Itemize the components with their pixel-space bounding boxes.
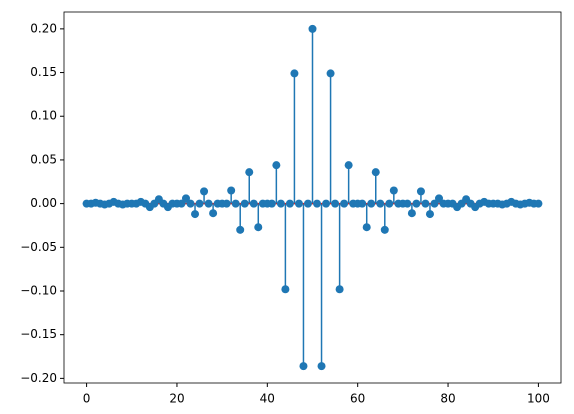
stem-marker	[299, 362, 308, 371]
stem-marker	[412, 199, 421, 208]
stem-marker	[385, 199, 394, 208]
x-tick-label: 40	[260, 392, 275, 406]
stem-marker	[249, 199, 258, 208]
stem-marker	[425, 210, 434, 219]
stem-marker	[240, 199, 249, 208]
stem-marker	[340, 199, 349, 208]
stem-marker	[294, 199, 303, 208]
stem-marker	[335, 285, 344, 294]
stem-marker	[344, 161, 353, 170]
stem-marker	[276, 199, 285, 208]
stem-marker	[317, 362, 326, 371]
y-tick-label: −0.10	[20, 283, 57, 297]
stem-marker	[313, 199, 322, 208]
stem-marker	[534, 199, 543, 208]
stem-marker	[326, 69, 335, 78]
x-tick-label: 0	[83, 392, 91, 406]
stem-marker	[430, 199, 439, 208]
y-tick-label: 0.20	[30, 21, 57, 35]
y-tick-label: 0.00	[30, 196, 57, 210]
x-tick-label: 80	[440, 392, 455, 406]
stem-marker	[303, 199, 312, 208]
stem-marker	[272, 161, 281, 170]
stem-marker	[227, 186, 236, 195]
stem-marker	[435, 194, 444, 203]
y-tick-label: 0.05	[30, 152, 57, 166]
stem-marker	[254, 223, 263, 232]
stem-marker	[389, 186, 398, 195]
stem-marker	[209, 209, 218, 218]
stem-marker	[177, 199, 186, 208]
stem-marker	[204, 199, 213, 208]
y-tick-label: −0.05	[20, 240, 57, 254]
stem-marker	[267, 199, 276, 208]
y-tick-label: 0.15	[30, 65, 57, 79]
stem-marker	[371, 168, 380, 177]
y-tick-label: −0.15	[20, 327, 57, 341]
stem-marker	[322, 199, 331, 208]
stem-marker	[195, 199, 204, 208]
stem-marker	[281, 285, 290, 294]
stem-marker	[285, 199, 294, 208]
stem-marker	[358, 199, 367, 208]
y-tick-label: 0.10	[30, 109, 57, 123]
x-tick-label: 60	[350, 392, 365, 406]
stem-marker	[308, 24, 317, 33]
stem-marker	[331, 199, 340, 208]
x-tick-label: 20	[169, 392, 184, 406]
stem-marker	[236, 225, 245, 234]
stem-marker	[200, 187, 209, 196]
stem-marker	[290, 69, 299, 78]
y-tick-label: −0.20	[20, 371, 57, 385]
stem-marker	[380, 225, 389, 234]
stem-marker	[231, 199, 240, 208]
stem-marker	[403, 199, 412, 208]
plot-frame	[63, 11, 562, 384]
stem-marker	[367, 199, 376, 208]
stem-marker	[407, 209, 416, 218]
stem-marker	[186, 199, 195, 208]
stem-marker	[416, 187, 425, 196]
x-tick-label: 100	[527, 392, 550, 406]
stem-marker	[181, 194, 190, 203]
stem-marker	[222, 199, 231, 208]
stem-marker	[421, 199, 430, 208]
stem-marker	[362, 223, 371, 232]
stem-marker	[245, 168, 254, 177]
stem-marker	[376, 199, 385, 208]
stem-marker	[191, 210, 200, 219]
